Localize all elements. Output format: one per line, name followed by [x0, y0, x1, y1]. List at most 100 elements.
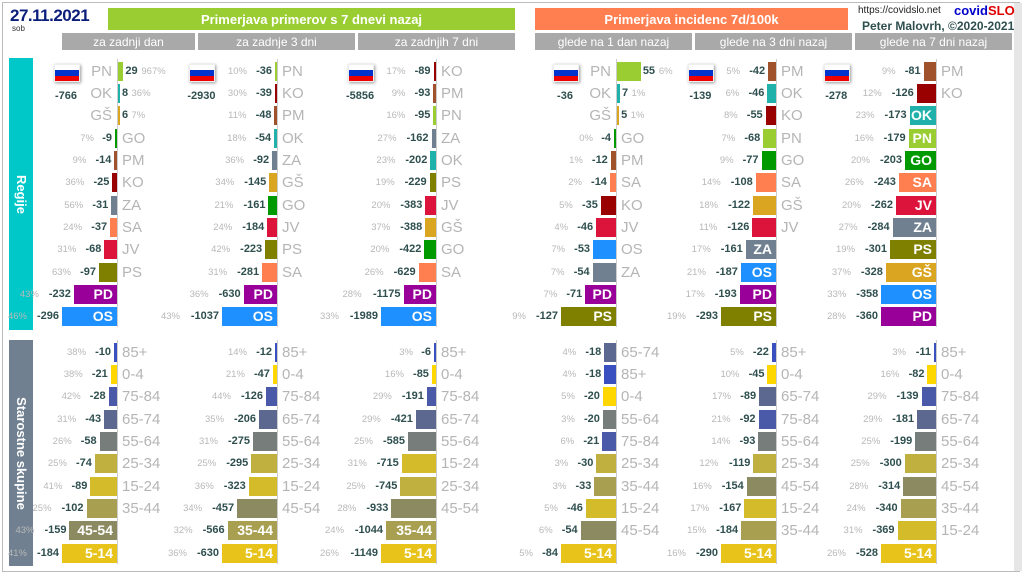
- bar-PD: [739, 285, 776, 304]
- value-label: -328: [860, 265, 883, 278]
- category-label: 75-84: [122, 388, 161, 406]
- bar-55-64: [99, 431, 117, 451]
- bar-85+: [604, 364, 616, 384]
- bar-label-inside: 5-14: [244, 544, 273, 561]
- category-label: 75-84: [282, 388, 321, 406]
- category-label: 45-54: [781, 477, 820, 495]
- bar-0-4: [431, 364, 436, 384]
- bar-35-44: [594, 476, 616, 496]
- subheader-4: glede na 1 dan nazaj: [535, 33, 692, 50]
- axis-line: [616, 340, 617, 564]
- bar-45-54: [237, 498, 277, 518]
- value-label: -39: [256, 86, 272, 99]
- percent-label: 29%: [361, 413, 381, 425]
- value-label: -145: [244, 176, 267, 189]
- percent-label: 25%: [346, 480, 366, 492]
- category-label: 55-64: [941, 432, 980, 450]
- bar-85+: [771, 342, 776, 362]
- percent-label: 28%: [337, 502, 357, 514]
- value-label: -203: [879, 153, 902, 166]
- bar-KO: [112, 173, 117, 193]
- value-label: -187: [715, 265, 738, 278]
- value-label: -262: [870, 198, 893, 211]
- bar-55-64: [407, 431, 436, 451]
- value-label: -184: [716, 524, 739, 537]
- bar-OK: [617, 83, 621, 103]
- value-label: -300: [879, 457, 902, 470]
- subheader-1: za zadnji dan: [62, 33, 195, 50]
- category-label: KO: [441, 62, 463, 80]
- percent-label: 3%: [554, 458, 569, 470]
- value-label: -284: [867, 220, 890, 233]
- value-label: -46: [748, 86, 765, 99]
- category-label: JV: [122, 241, 140, 259]
- percent-label: 36%: [65, 177, 85, 189]
- category-label: OK: [589, 84, 611, 102]
- value-label: -97: [80, 265, 96, 278]
- slovenia-flag-icon: [824, 64, 851, 82]
- value-label: -12: [591, 153, 608, 166]
- percent-label: 28%: [342, 289, 362, 300]
- bar-85+: [934, 342, 936, 362]
- category-label: 25-34: [621, 455, 660, 473]
- category-label: PM: [621, 151, 644, 169]
- bar-35-44: [900, 498, 936, 518]
- category-label: 35-44: [621, 477, 660, 495]
- bar-OS: [62, 307, 117, 327]
- percent-label: 23%: [855, 110, 875, 122]
- bar-75-84: [921, 387, 936, 407]
- percent-label: 25%: [861, 435, 881, 447]
- value-label: -58: [80, 434, 97, 447]
- category-label: PN: [441, 107, 462, 125]
- category-label: GO: [621, 129, 645, 147]
- percent-label: 16%: [384, 368, 404, 380]
- bar-JV: [104, 240, 117, 260]
- percent-label: 11%: [228, 110, 247, 122]
- value-label: -223: [240, 243, 263, 256]
- bar-label-inside: 45-54: [77, 522, 113, 539]
- percent-label: 5%: [726, 65, 741, 77]
- bar-PD: [585, 285, 616, 304]
- bar-label-inside: 35-44: [237, 522, 273, 539]
- bar-label-inside: PS: [753, 308, 772, 325]
- value-label: -18: [585, 367, 602, 380]
- category-label: KO: [621, 196, 643, 214]
- percent-label: 19%: [836, 244, 856, 256]
- site-url[interactable]: https://covidslo.net: [858, 5, 941, 16]
- category-label: 85+: [282, 343, 308, 361]
- bar-ZA: [431, 128, 436, 148]
- percent-label: 17%: [690, 502, 710, 514]
- value-label: -369: [872, 524, 895, 537]
- subheader-3: za zadnjih 7 dni: [358, 33, 515, 50]
- category-label: 15-24: [441, 455, 480, 473]
- category-label: 55-64: [781, 432, 820, 450]
- bar-5-14: [222, 543, 277, 563]
- category-label: KO: [781, 107, 803, 125]
- value-label: -9: [102, 131, 112, 144]
- total-value: -278: [825, 90, 848, 102]
- category-label: 55-64: [621, 410, 660, 428]
- bar-PS: [561, 307, 616, 327]
- slovenia-flag-icon: [553, 64, 579, 82]
- value-label: -30: [577, 457, 594, 470]
- category-label: 45-54: [441, 499, 480, 517]
- value-label: -68: [85, 243, 102, 256]
- percent-label: 17%: [386, 65, 406, 77]
- percent-label: 24%: [846, 502, 866, 514]
- category-label: 25-34: [441, 477, 480, 495]
- bar-OS: [381, 307, 436, 327]
- bar-5-14: [381, 543, 436, 563]
- percent-label: 23%: [376, 154, 396, 166]
- value-label: -12: [256, 345, 272, 358]
- percent-label: 6%: [538, 525, 553, 537]
- value-label: 55: [642, 64, 656, 77]
- category-label: SA: [441, 263, 462, 281]
- bar-JV: [895, 195, 936, 215]
- bar-GO: [424, 240, 436, 260]
- value-label: -22: [752, 345, 769, 358]
- percent-label: 21%: [711, 413, 731, 425]
- bar-0-4: [110, 364, 117, 384]
- value-label: -161: [720, 243, 743, 256]
- category-label: PN: [282, 62, 303, 80]
- scrollbar[interactable]: [1014, 3, 1022, 571]
